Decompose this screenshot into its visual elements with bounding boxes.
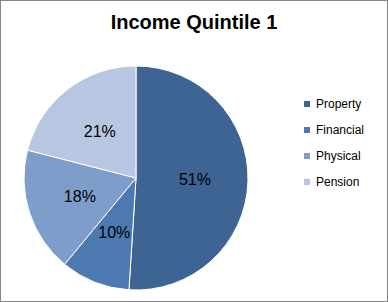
svg-text:Pension: Pension [316, 175, 359, 189]
svg-text:Physical: Physical [316, 149, 361, 163]
svg-text:Financial: Financial [316, 123, 364, 137]
svg-text:51%: 51% [179, 171, 211, 188]
svg-text:18%: 18% [64, 188, 96, 205]
svg-text:21%: 21% [84, 123, 116, 140]
svg-text:Property: Property [316, 97, 361, 111]
svg-text:Income Quintile 1: Income Quintile 1 [111, 11, 278, 33]
svg-text:10%: 10% [98, 224, 130, 241]
